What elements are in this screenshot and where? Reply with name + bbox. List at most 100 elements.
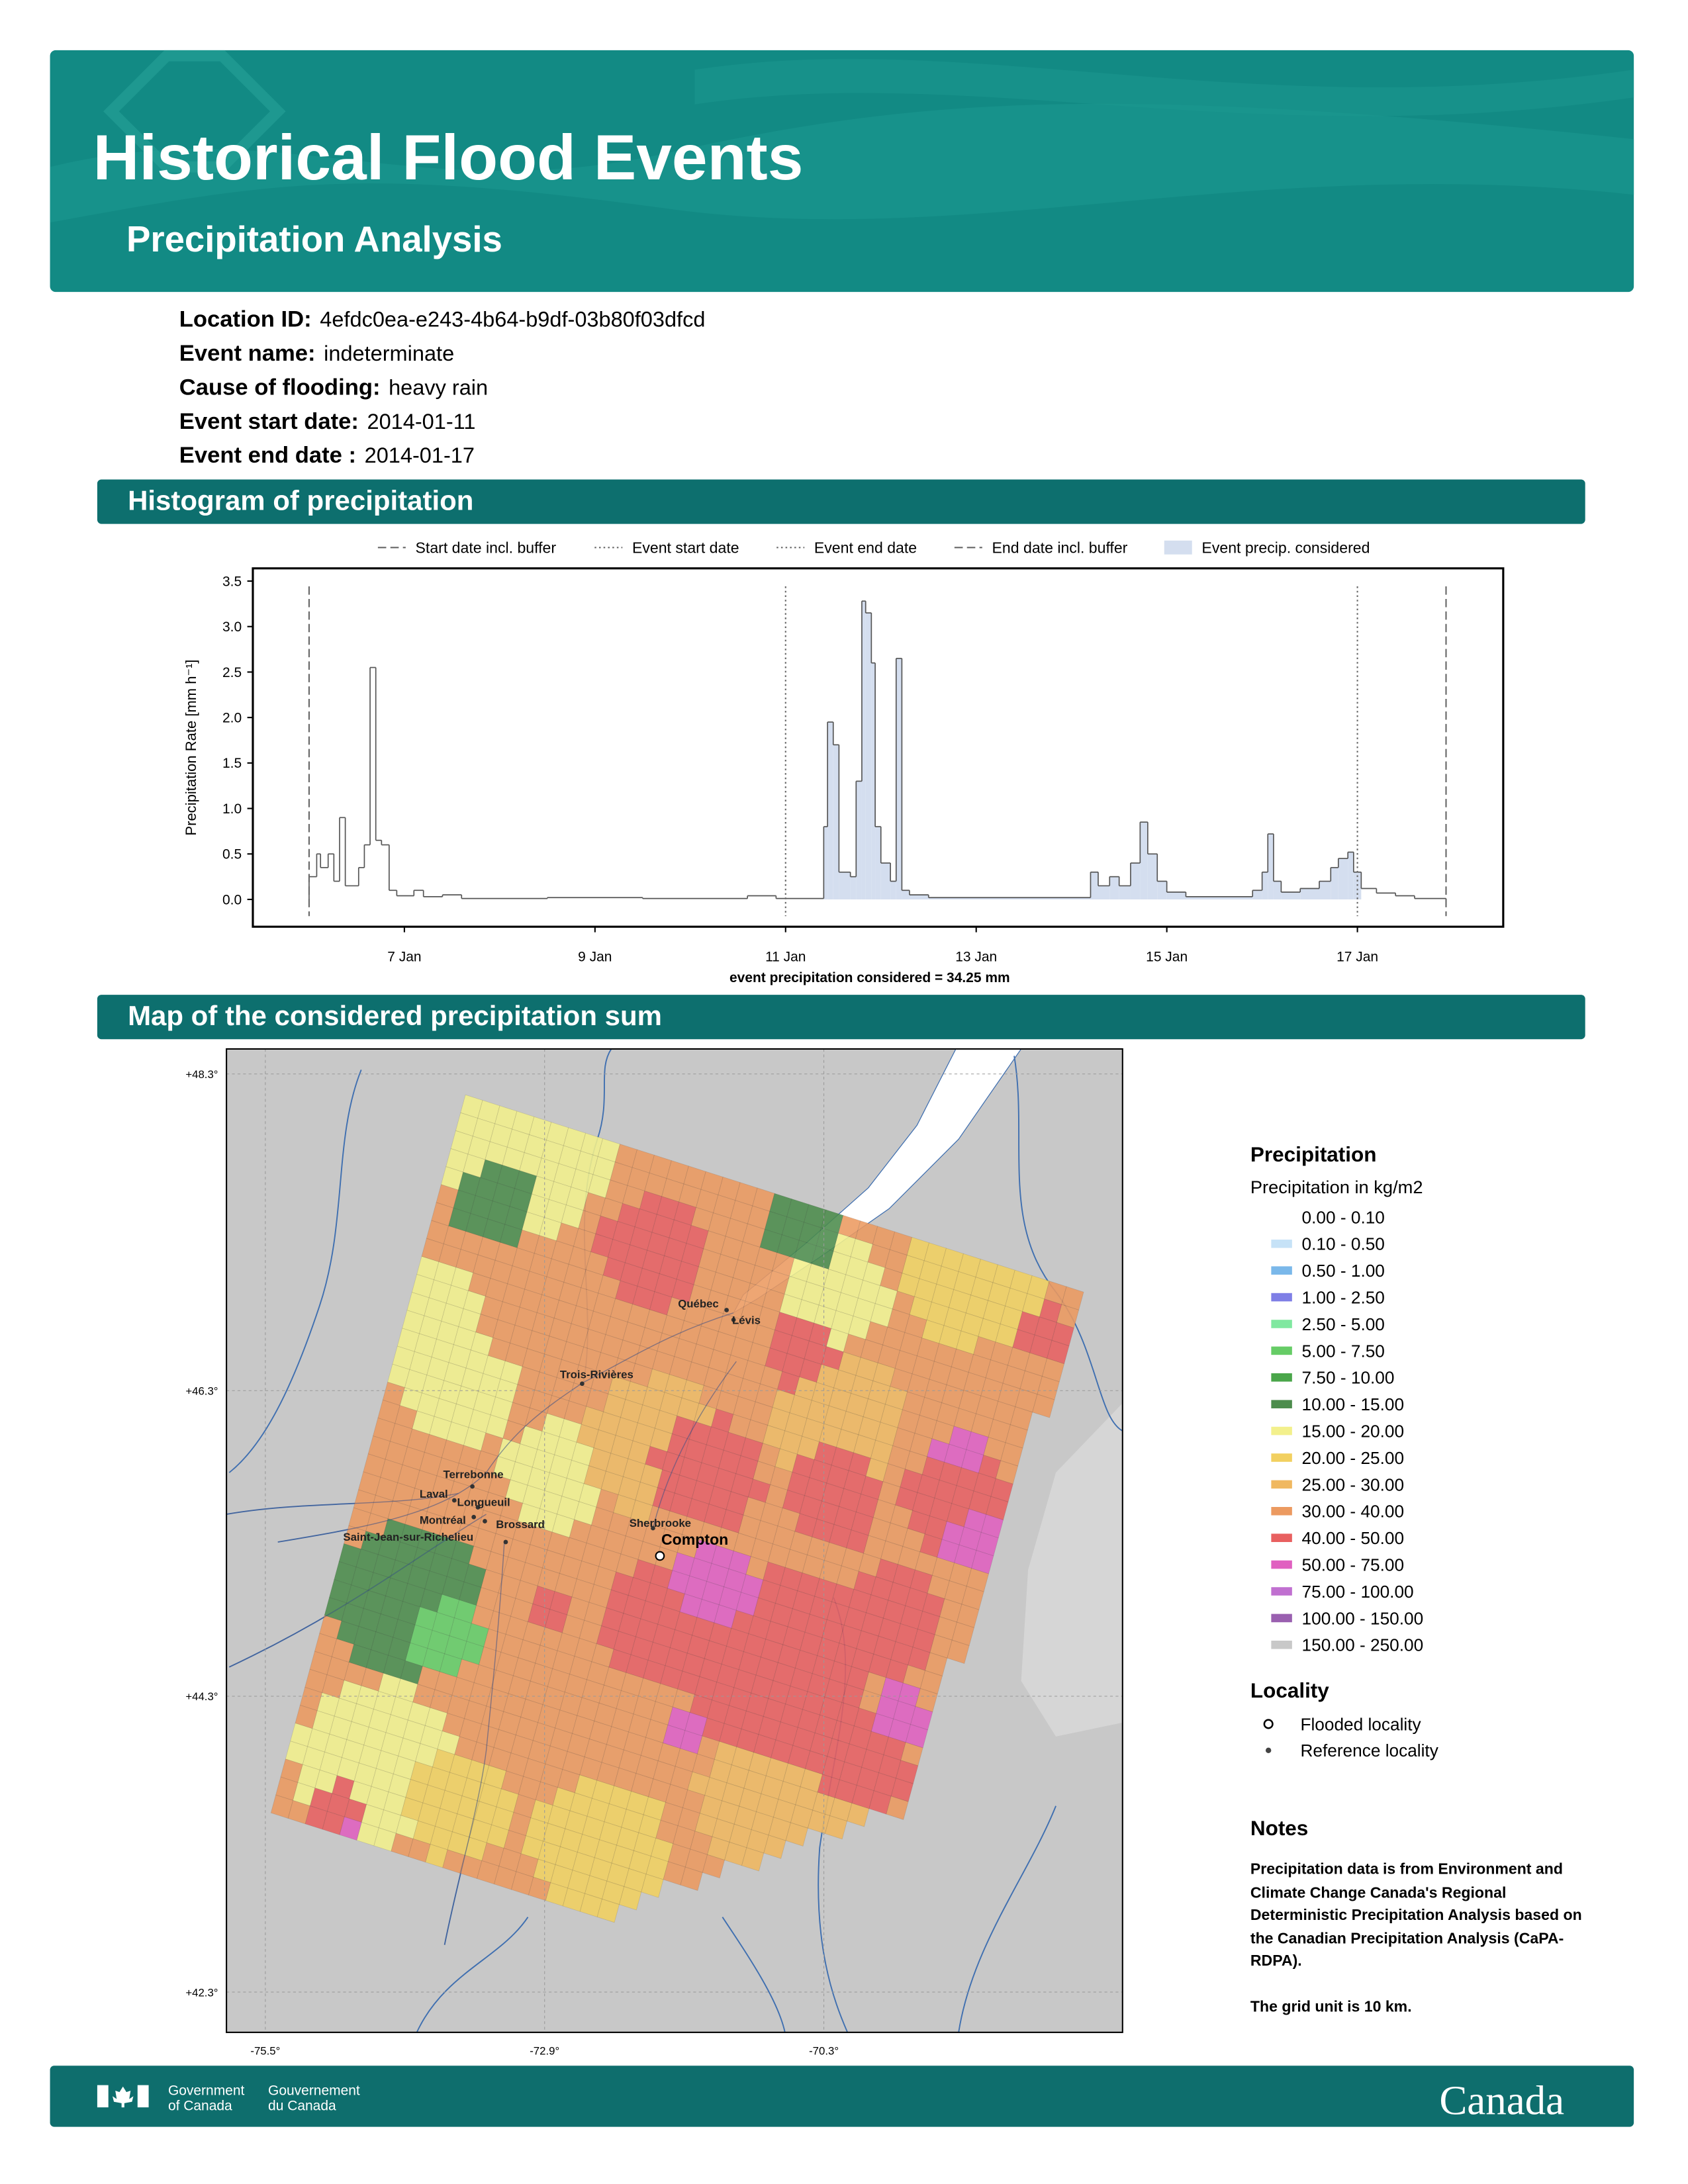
bar xyxy=(1098,886,1110,900)
lat-label: +48.3° xyxy=(185,1068,218,1081)
bar xyxy=(856,781,862,900)
legend-swatch xyxy=(1271,1641,1292,1649)
bar xyxy=(359,868,365,899)
bar xyxy=(1281,892,1301,900)
legend-label: 20.00 - 25.00 xyxy=(1302,1448,1405,1468)
canada-wordmark: Canada xyxy=(1439,2077,1564,2124)
reference-locality xyxy=(470,1484,475,1489)
legend-subtitle: Precipitation in kg/m2 xyxy=(1250,1177,1423,1197)
y-axis-label: Precipitation Rate [mm h⁻¹] xyxy=(183,659,199,835)
y-tick-label: 1.5 xyxy=(222,756,242,771)
bar xyxy=(823,827,828,900)
legend-label: 10.00 - 15.00 xyxy=(1302,1394,1405,1414)
bar xyxy=(865,613,872,900)
field-label: Event end date : xyxy=(179,443,356,468)
legend-label: 1.00 - 2.50 xyxy=(1302,1288,1385,1308)
map-cell xyxy=(1032,1394,1055,1418)
legend-label: 25.00 - 30.00 xyxy=(1302,1475,1405,1494)
place-label: Saint-Jean-sur-Richelieu xyxy=(343,1531,473,1543)
river-overlay xyxy=(229,1514,487,1668)
legend-swatch xyxy=(1271,1453,1292,1462)
legend-label: 7.50 - 10.00 xyxy=(1302,1368,1395,1388)
legend-swatch xyxy=(1271,1346,1292,1355)
gov-en: of Canada xyxy=(168,2098,232,2113)
bar xyxy=(896,658,902,900)
bar xyxy=(1338,858,1348,900)
bar xyxy=(890,881,896,900)
bar xyxy=(309,877,317,899)
reference-locality xyxy=(475,1505,481,1510)
bar xyxy=(833,745,839,900)
legend-label: 5.00 - 7.50 xyxy=(1302,1341,1385,1361)
canada-flag xyxy=(97,2085,149,2108)
bar xyxy=(1090,872,1098,900)
river-overlay xyxy=(444,1541,505,1945)
place-label: Trois-Rivières xyxy=(560,1368,633,1381)
legend-label: 30.00 - 40.00 xyxy=(1302,1502,1405,1522)
place-label: Brossard xyxy=(496,1518,545,1531)
map-legend: Precipitation Precipitation in kg/m2 0.00 … xyxy=(1250,1143,1439,1760)
legend-swatch xyxy=(1271,1239,1292,1248)
lon-label: -72.9° xyxy=(530,2044,559,2057)
gov-fr: du Canada xyxy=(268,2098,336,2113)
reference-locality xyxy=(724,1308,729,1312)
field-value: 4efdc0ea-e243-4b64-b9df-03b80f03dfcd xyxy=(320,308,705,332)
y-tick-label: 2.5 xyxy=(222,665,242,680)
y-tick-label: 1.0 xyxy=(222,801,242,817)
note-paragraph: The grid unit is 10 km. xyxy=(1250,1999,1412,2016)
place-label: Québec xyxy=(678,1297,719,1310)
reference-locality xyxy=(731,1317,736,1322)
legend-label: End date incl. buffer xyxy=(992,539,1128,557)
bar xyxy=(839,872,851,900)
y-tick-label: 2.0 xyxy=(222,710,242,725)
notes-box: Precipitation data is from Environment a… xyxy=(1250,1859,1601,2020)
legend-swatch xyxy=(1271,1560,1292,1569)
legend-label: 50.00 - 75.00 xyxy=(1302,1555,1405,1575)
bar xyxy=(442,895,461,899)
bar xyxy=(909,895,929,900)
bar xyxy=(328,854,334,899)
legend-label: Event start date xyxy=(632,539,739,557)
histogram-chart: Start date incl. buffer Event start date E… xyxy=(183,539,1505,985)
bar xyxy=(376,841,382,899)
legend-label: Event end date xyxy=(814,539,917,557)
legend-swatch xyxy=(1271,1533,1292,1542)
footer-bar xyxy=(50,2066,1634,2127)
legend-swatch xyxy=(1271,1614,1292,1623)
legend-label: 0.10 - 0.50 xyxy=(1302,1234,1385,1254)
map: +48.3° +46.3° +44.3° +42.3° -75.5° -72.9° -70.… xyxy=(185,1048,1123,2057)
lon-label: -75.5° xyxy=(250,2044,280,2057)
river xyxy=(722,1917,786,2032)
legend-label: 2.50 - 5.00 xyxy=(1302,1314,1385,1334)
bar xyxy=(1300,888,1320,900)
legend-label: 0.00 - 0.10 xyxy=(1302,1207,1385,1227)
legend-swatch xyxy=(1271,1426,1292,1435)
x-axis-label: event precipitation considered = 34.25 m… xyxy=(729,970,1010,985)
bar xyxy=(1130,863,1141,900)
bar xyxy=(1376,893,1395,899)
bar xyxy=(340,817,346,899)
map-cell xyxy=(847,1803,870,1827)
map-cell xyxy=(680,1866,703,1891)
legend-swatch xyxy=(1271,1293,1292,1302)
legend-swatch xyxy=(1271,1266,1292,1275)
river-overlay xyxy=(226,1492,459,1515)
map-cell xyxy=(763,1835,786,1859)
notes: Precipitation data is from Environment a… xyxy=(1250,1859,1601,2020)
bar xyxy=(1166,892,1186,900)
legend-swatch xyxy=(1271,1507,1292,1516)
section-title: Histogram of precipitation xyxy=(128,485,473,516)
river xyxy=(958,1805,1056,2032)
legend-label: Start date incl. buffer xyxy=(416,539,557,557)
field: Event name: indeterminate xyxy=(179,341,454,366)
bar xyxy=(1119,886,1131,900)
plot-frame xyxy=(252,567,1505,928)
bar xyxy=(389,890,397,899)
bar xyxy=(1147,854,1158,900)
bar xyxy=(1262,872,1268,900)
legend-swatch xyxy=(1271,1480,1292,1489)
section-bar xyxy=(97,479,1585,524)
river xyxy=(416,1917,529,2032)
bar xyxy=(381,845,389,899)
lat-label: +42.3° xyxy=(185,1986,218,1999)
